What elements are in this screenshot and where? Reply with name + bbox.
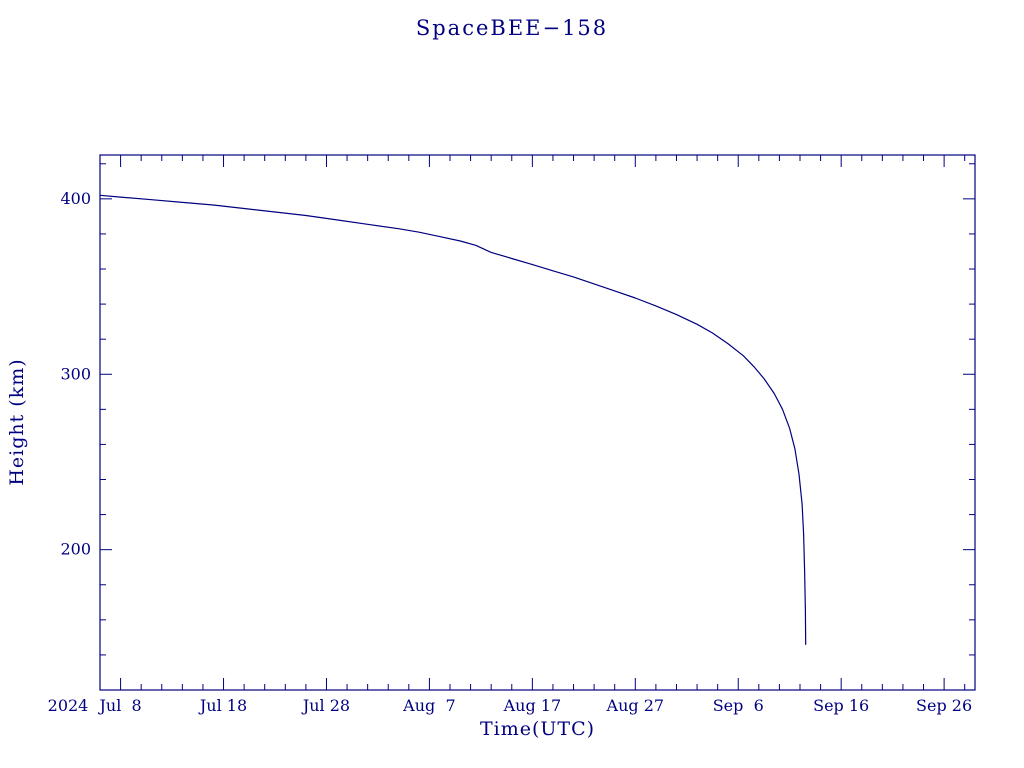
x-tick-label: Jul 28 — [301, 696, 350, 715]
x-tick-label: Jul 18 — [198, 696, 247, 715]
x-tick-label: Aug 7 — [402, 696, 455, 715]
x-axis-year-label: 2024 — [48, 696, 89, 715]
y-axis-label: Height (km) — [6, 358, 28, 486]
x-tick-label: Sep 16 — [813, 696, 869, 715]
x-tick-label: Sep 26 — [916, 696, 972, 715]
x-tick-label: Sep 6 — [713, 696, 764, 715]
decay-curve — [99, 194, 807, 646]
x-axis-label: Time(UTC) — [479, 718, 596, 740]
y-tick-label: 200 — [60, 540, 91, 559]
y-tick-label: 300 — [60, 364, 91, 383]
x-tick-label: Jul 8 — [97, 696, 141, 715]
plot-frame — [99, 154, 976, 691]
chart-title: SpaceBEE−158 — [415, 16, 609, 40]
x-tick-label: Aug 27 — [606, 696, 665, 715]
x-tick-label: Aug 17 — [503, 696, 562, 715]
y-tick-label: 400 — [60, 189, 91, 208]
